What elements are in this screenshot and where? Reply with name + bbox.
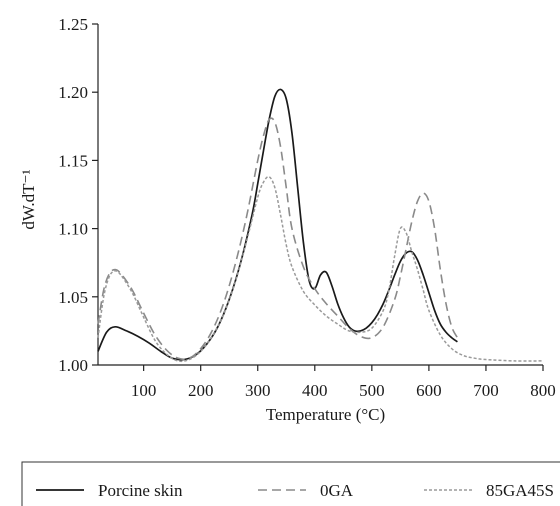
- x-tick-label: 300: [245, 381, 271, 400]
- x-axis-title: Temperature (°C): [266, 405, 385, 424]
- legend-label-0: Porcine skin: [98, 481, 183, 500]
- y-axis-title: dW.dT⁻¹: [19, 169, 38, 229]
- legend-label-1: 0GA: [320, 481, 354, 500]
- legend-label-2: 85GA45S: [486, 481, 554, 500]
- y-tick-label: 1.10: [58, 220, 88, 239]
- series-line-2: [97, 175, 544, 363]
- x-tick-label: 800: [530, 381, 556, 400]
- y-tick-label: 1.05: [58, 288, 88, 307]
- x-tick-label: 700: [473, 381, 499, 400]
- y-tick-label: 1.00: [58, 356, 88, 375]
- plot-area: 100 200 300 400 500 600 700 800 1.00 1.05 1.10 1.1…: [58, 15, 556, 400]
- legend: Porcine skin 0GA 85GA45S: [21, 461, 560, 506]
- series-line-1: [97, 117, 459, 361]
- y-axis-ticks: 1.00 1.05 1.10 1.15 1.20 1.25: [58, 15, 98, 375]
- y-tick-label: 1.15: [58, 151, 88, 170]
- x-tick-label: 500: [359, 381, 385, 400]
- legend-box: [21, 461, 560, 506]
- x-tick-label: 600: [416, 381, 442, 400]
- x-tick-label: 400: [302, 381, 328, 400]
- x-tick-label: 200: [188, 381, 214, 400]
- series-layer: [97, 88, 544, 363]
- legend-items: Porcine skin 0GA 85GA45S: [36, 481, 554, 500]
- y-tick-label: 1.25: [58, 15, 88, 34]
- x-tick-label: 100: [131, 381, 157, 400]
- x-axis-ticks: 100 200 300 400 500 600 700 800: [131, 365, 556, 400]
- y-tick-label: 1.20: [58, 83, 88, 102]
